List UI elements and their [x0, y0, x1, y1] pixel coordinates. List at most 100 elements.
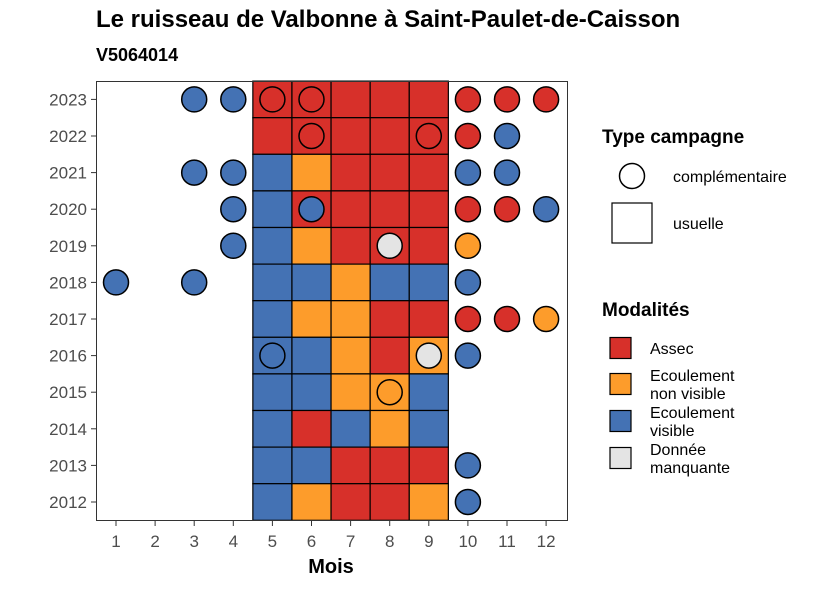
usuelle-cell-2021-8 — [369, 153, 410, 192]
complementaire-point-2021-3 — [180, 159, 208, 186]
usuelle-cell-2019-5 — [252, 226, 293, 265]
complementaire-point-2020-12 — [532, 195, 560, 223]
legend-type-campagne: Type campagne complémentaire usuelle — [602, 127, 787, 244]
usuelle-cell-2014-6 — [291, 409, 332, 448]
legend-type-label: complémentaire — [673, 169, 787, 186]
legend-type-title: Type campagne — [602, 127, 744, 148]
complementaire-point-2023-12 — [532, 86, 560, 113]
complementaire-point-2020-6 — [298, 195, 325, 223]
usuelle-cell-2012-6 — [291, 483, 332, 521]
complementaire-point-2012-10 — [454, 488, 482, 516]
legend-modalite-label: visible — [650, 423, 695, 440]
complementaire-point-2013-10 — [454, 452, 482, 479]
usuelle-cell-2012-5 — [252, 483, 293, 521]
complementaire-point-2017-10 — [454, 305, 482, 333]
usuelle-cell-2022-5 — [252, 117, 293, 155]
legend-modalite-label: Ecoulement — [650, 405, 735, 422]
complementaire-point-2018-10 — [454, 269, 482, 296]
y-tick-label: 2020 — [49, 200, 87, 219]
usuelle-cell-2020-5 — [252, 190, 293, 229]
y-tick-label: 2016 — [49, 347, 87, 366]
complementaire-point-2023-4 — [220, 86, 247, 113]
legend-swatch-donnee_manquante — [609, 446, 632, 470]
usuelle-cell-2013-6 — [291, 446, 332, 485]
y-tick-label: 2023 — [49, 90, 87, 109]
x-tick-label: 11 — [498, 532, 516, 551]
y-tick-label: 2012 — [49, 493, 87, 512]
legend-modalite-label: Assec — [650, 341, 694, 358]
y-tick-label: 2019 — [49, 237, 87, 256]
complementaire-points — [102, 86, 560, 516]
legend-circle-key — [618, 162, 646, 190]
legend-modalite-label: non visible — [650, 386, 726, 403]
complementaire-point-2022-9 — [415, 122, 443, 150]
complementaire-point-2017-12 — [532, 305, 560, 333]
usuelle-cell-2020-7 — [330, 190, 371, 229]
usuelle-cell-2020-9 — [408, 190, 449, 229]
usuelle-cell-2019-9 — [408, 226, 449, 265]
complementaire-point-2018-1 — [102, 269, 130, 296]
usuelle-cell-2012-9 — [408, 483, 449, 521]
x-tick-label: 8 — [385, 532, 394, 551]
usuelle-cell-2019-6 — [291, 226, 332, 265]
usuelle-cell-2015-5 — [252, 373, 293, 412]
x-axis: 1 2 3 4 5 6 7 8 9 10 11 12 — [111, 521, 556, 551]
usuelle-cell-2014-8 — [369, 409, 410, 448]
y-tick-label: 2018 — [49, 273, 87, 292]
x-tick-label: 12 — [537, 532, 556, 551]
x-tick-label: 4 — [229, 532, 238, 551]
complementaire-point-2017-11 — [493, 305, 521, 333]
complementaire-point-2016-9 — [415, 342, 443, 369]
usuelle-cell-2013-7 — [330, 446, 371, 485]
usuelle-cell-2018-6 — [291, 263, 332, 302]
usuelle-cell-2017-6 — [291, 300, 332, 338]
chart-title: Le ruisseau de Valbonne à Saint-Paulet-d… — [96, 6, 681, 33]
legend-swatch-ecoulement_visible — [609, 409, 632, 433]
usuelle-cell-2023-7 — [330, 80, 371, 119]
x-tick-label: 7 — [346, 532, 355, 551]
complementaire-point-2023-5 — [259, 86, 286, 113]
y-tick-label: 2017 — [49, 310, 87, 329]
complementaire-point-2023-3 — [180, 86, 208, 113]
complementaire-point-2022-10 — [454, 122, 482, 150]
complementaire-point-2022-6 — [298, 122, 325, 150]
usuelle-cells — [252, 80, 449, 521]
x-tick-label: 5 — [268, 532, 277, 551]
legend-modalite-label: manquante — [650, 460, 730, 477]
legend-modalite-label: Donnée — [650, 442, 706, 459]
usuelle-cell-2021-9 — [408, 153, 449, 192]
usuelle-cell-2014-9 — [408, 409, 449, 448]
complementaire-point-2020-10 — [454, 195, 482, 223]
complementaire-point-2019-4 — [220, 232, 247, 260]
complementaire-point-2023-11 — [493, 86, 521, 113]
legend-swatch-ecoulement_non_visible — [609, 372, 632, 396]
usuelle-cell-2020-8 — [369, 190, 410, 229]
usuelle-cell-2015-9 — [408, 373, 449, 412]
x-tick-label: 3 — [189, 532, 198, 551]
complementaire-point-2016-10 — [454, 342, 482, 369]
usuelle-cell-2016-7 — [330, 336, 371, 375]
usuelle-cell-2019-7 — [330, 226, 371, 265]
complementaire-point-2022-11 — [493, 122, 521, 150]
usuelle-cell-2023-8 — [369, 80, 410, 119]
complementaire-point-2016-5 — [259, 342, 286, 369]
complementaire-point-2019-8 — [376, 232, 403, 260]
complementaire-point-2023-10 — [454, 86, 482, 113]
usuelle-cell-2013-5 — [252, 446, 293, 485]
usuelle-cell-2021-6 — [291, 153, 332, 192]
usuelle-cell-2021-5 — [252, 153, 293, 192]
x-tick-label: 9 — [424, 532, 433, 551]
usuelle-cell-2022-7 — [330, 117, 371, 155]
usuelle-cell-2017-8 — [369, 300, 410, 338]
legend-modalite-label: Ecoulement — [650, 368, 735, 385]
x-tick-label: 6 — [307, 532, 316, 551]
usuelle-cell-2018-8 — [369, 263, 410, 302]
usuelle-cell-2014-5 — [252, 409, 293, 448]
complementaire-point-2019-10 — [454, 232, 482, 260]
x-tick-label: 2 — [150, 532, 159, 551]
complementaire-point-2021-4 — [220, 159, 247, 186]
y-tick-label: 2014 — [49, 420, 87, 439]
complementaire-point-2020-11 — [493, 195, 521, 223]
y-tick-label: 2015 — [49, 383, 87, 402]
